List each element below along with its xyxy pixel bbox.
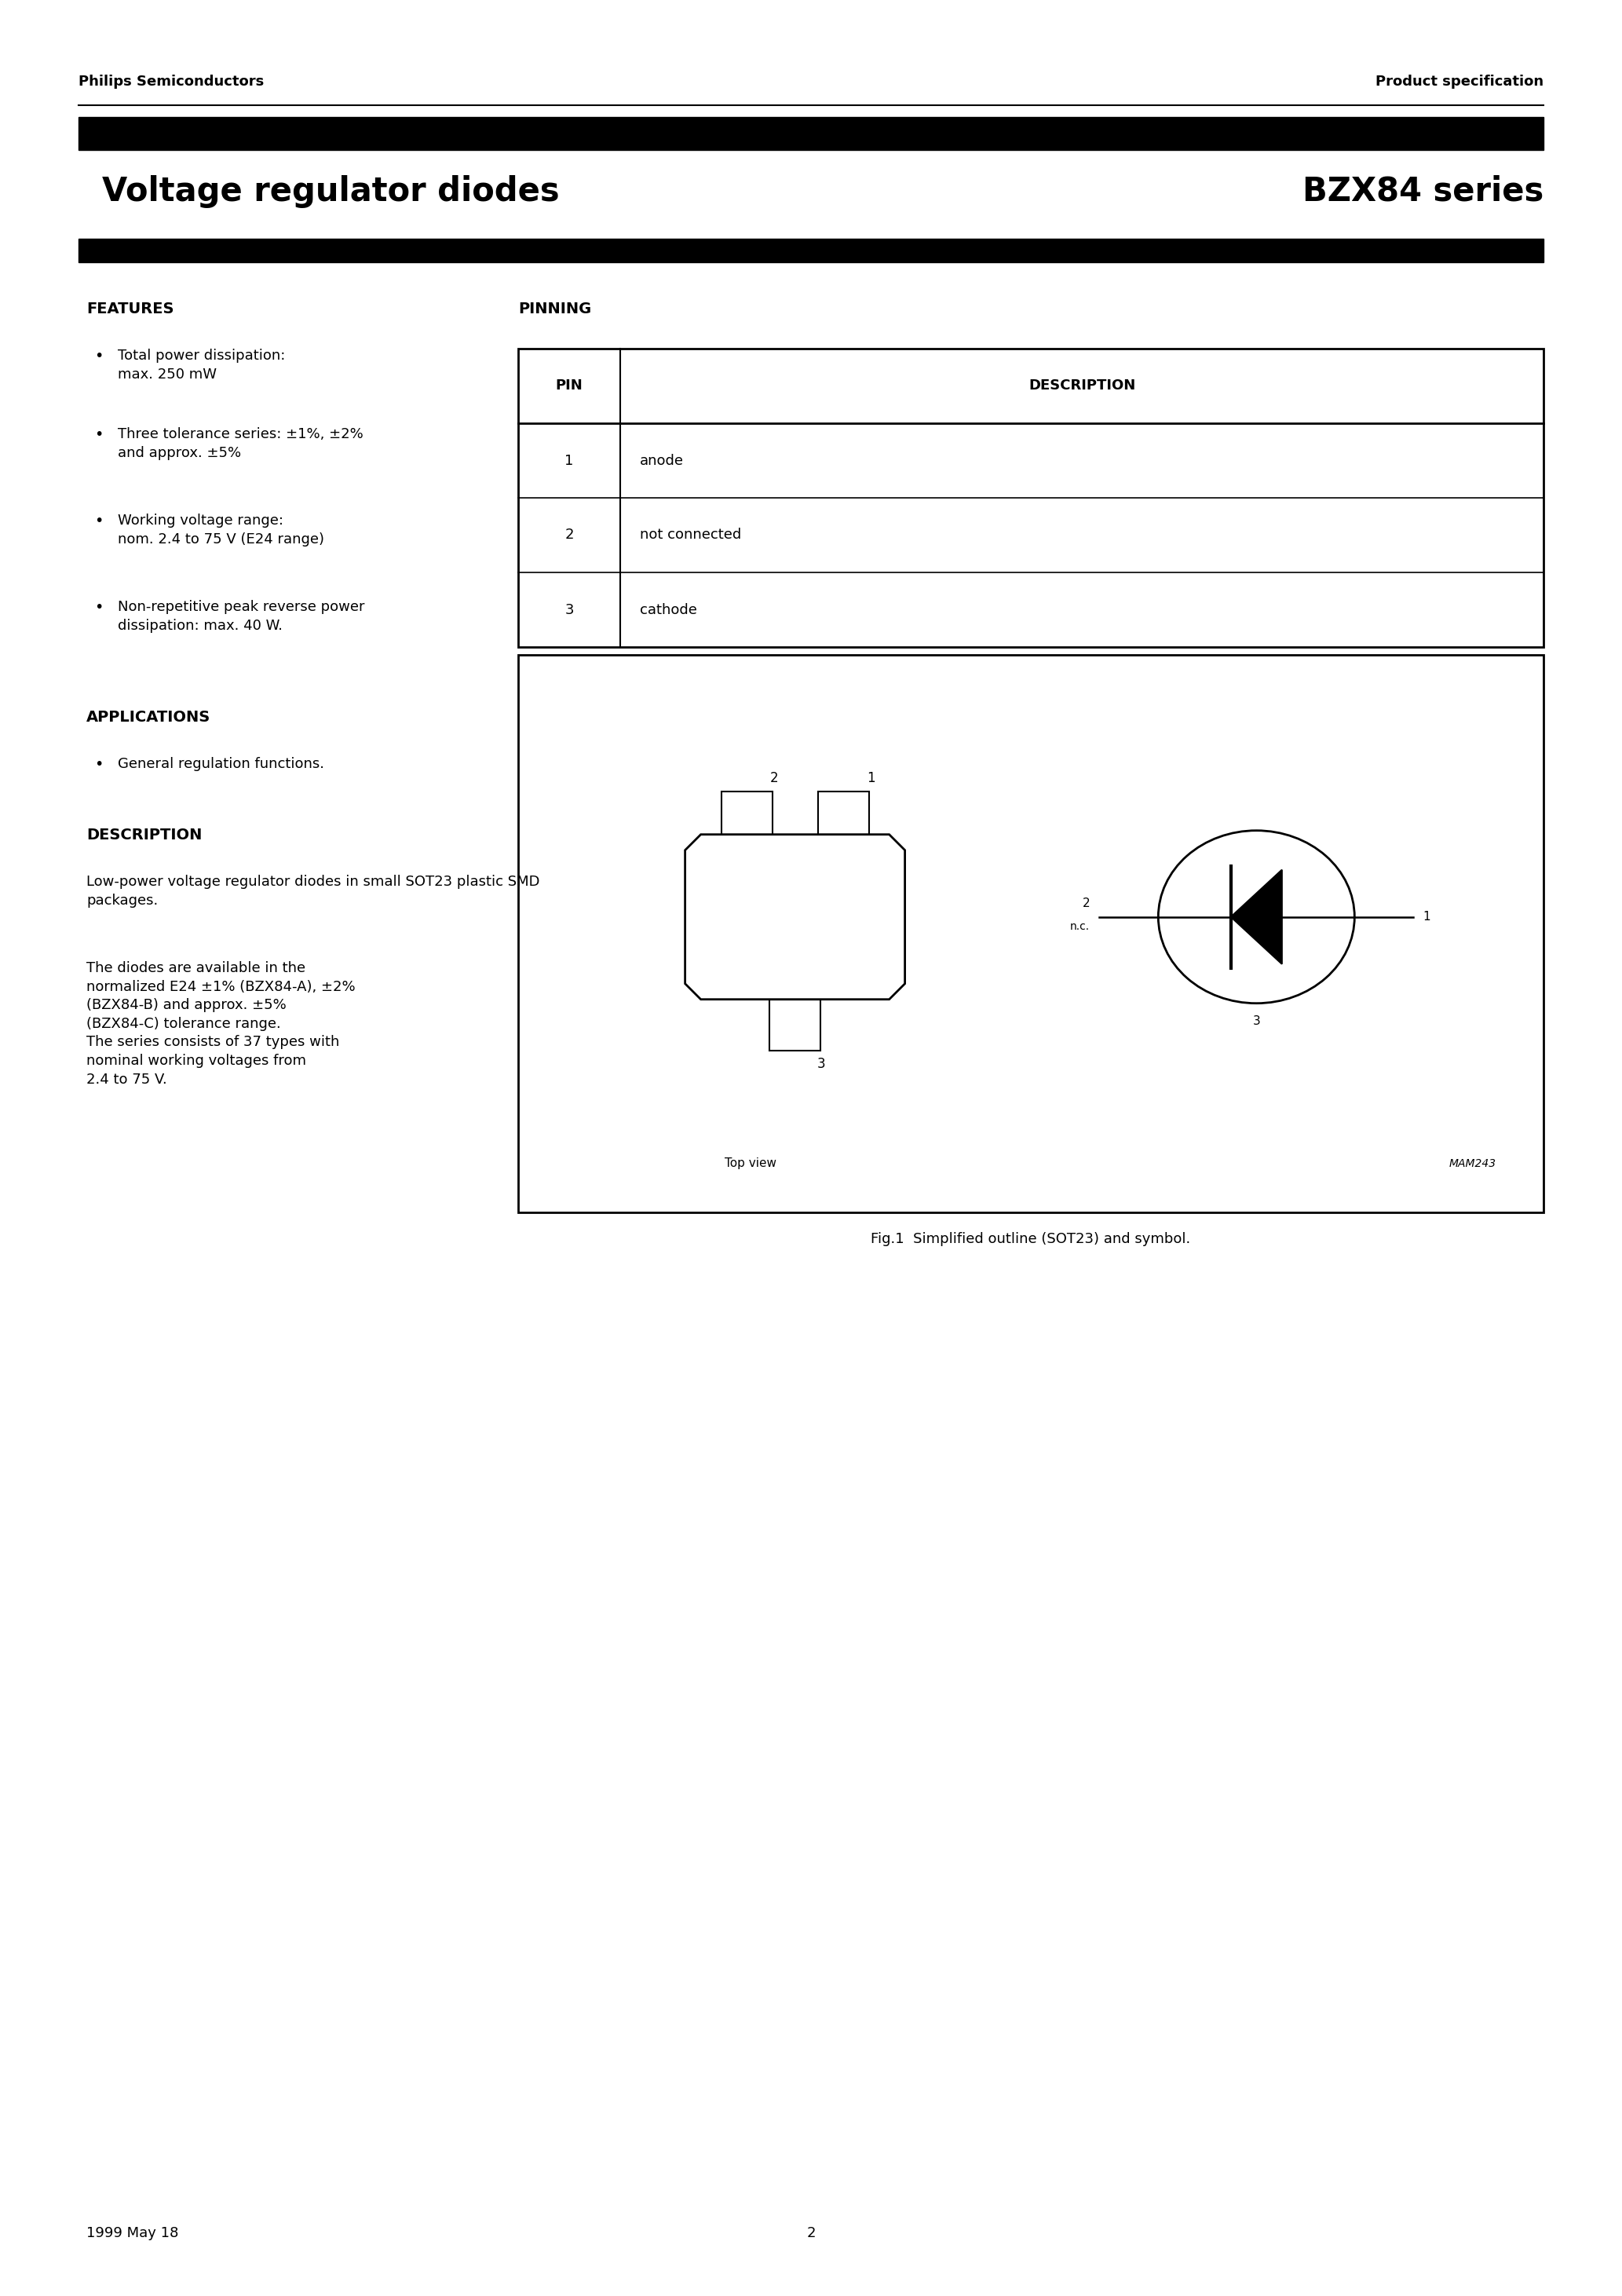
Bar [517, 349, 1544, 647]
Text: 1: 1 [866, 771, 876, 785]
Text: Voltage regulator diodes: Voltage regulator diodes [102, 174, 560, 209]
Text: 3: 3 [1252, 1015, 1260, 1026]
Text: anode: anode [639, 455, 684, 468]
Text: Non-repetitive peak reverse power
dissipation: max. 40 W.: Non-repetitive peak reverse power dissip… [118, 599, 365, 634]
Text: 1999 May 18: 1999 May 18 [86, 2227, 178, 2241]
Text: Fig.1  Simplified outline (SOT23) and symbol.: Fig.1 Simplified outline (SOT23) and sym… [871, 1233, 1191, 1247]
Text: Three tolerance series: ±1%, ±2%
and approx. ±5%: Three tolerance series: ±1%, ±2% and app… [118, 427, 363, 459]
Text: Working voltage range:
nom. 2.4 to 75 V (E24 range): Working voltage range: nom. 2.4 to 75 V … [118, 514, 324, 546]
Text: 1: 1 [564, 455, 574, 468]
Text: 2: 2 [1082, 898, 1090, 909]
Text: Total power dissipation:
max. 250 mW: Total power dissipation: max. 250 mW [118, 349, 285, 381]
Text: Philips Semiconductors: Philips Semiconductors [78, 73, 264, 90]
Polygon shape [684, 833, 905, 999]
Polygon shape [1231, 870, 1281, 964]
Text: PIN: PIN [556, 379, 582, 393]
Bar [78, 239, 1544, 262]
Bar [817, 792, 869, 833]
Text: The diodes are available in the
normalized E24 ±1% (BZX84-A), ±2%
(BZX84-B) and : The diodes are available in the normaliz… [86, 962, 355, 1086]
Text: 3: 3 [564, 602, 574, 618]
Text: General regulation functions.: General regulation functions. [118, 758, 324, 771]
Text: 2: 2 [564, 528, 574, 542]
Text: 2: 2 [770, 771, 779, 785]
Text: MAM243: MAM243 [1448, 1157, 1497, 1169]
Text: PINNING: PINNING [517, 301, 592, 317]
Text: FEATURES: FEATURES [86, 301, 174, 317]
Bar [722, 792, 772, 833]
Text: •: • [94, 349, 104, 363]
Text: •: • [94, 599, 104, 615]
Text: cathode: cathode [639, 602, 697, 618]
Text: n.c.: n.c. [1071, 921, 1090, 932]
Text: •: • [94, 758, 104, 771]
Text: Top view: Top view [725, 1157, 777, 1169]
Text: Product specification: Product specification [1375, 73, 1544, 90]
Text: BZX84 series: BZX84 series [1302, 174, 1544, 209]
Bar [769, 999, 821, 1049]
Text: not connected: not connected [639, 528, 741, 542]
Text: 2: 2 [806, 2227, 816, 2241]
Text: APPLICATIONS: APPLICATIONS [86, 709, 211, 726]
Text: •: • [94, 427, 104, 443]
Text: •: • [94, 514, 104, 528]
Text: 1: 1 [1422, 912, 1431, 923]
Bar [78, 117, 1544, 149]
Bar [517, 654, 1544, 1212]
Text: DESCRIPTION: DESCRIPTION [86, 827, 203, 843]
Text: 3: 3 [817, 1056, 826, 1070]
Text: Low-power voltage regulator diodes in small SOT23 plastic SMD
packages.: Low-power voltage regulator diodes in sm… [86, 875, 540, 907]
Text: DESCRIPTION: DESCRIPTION [1028, 379, 1135, 393]
